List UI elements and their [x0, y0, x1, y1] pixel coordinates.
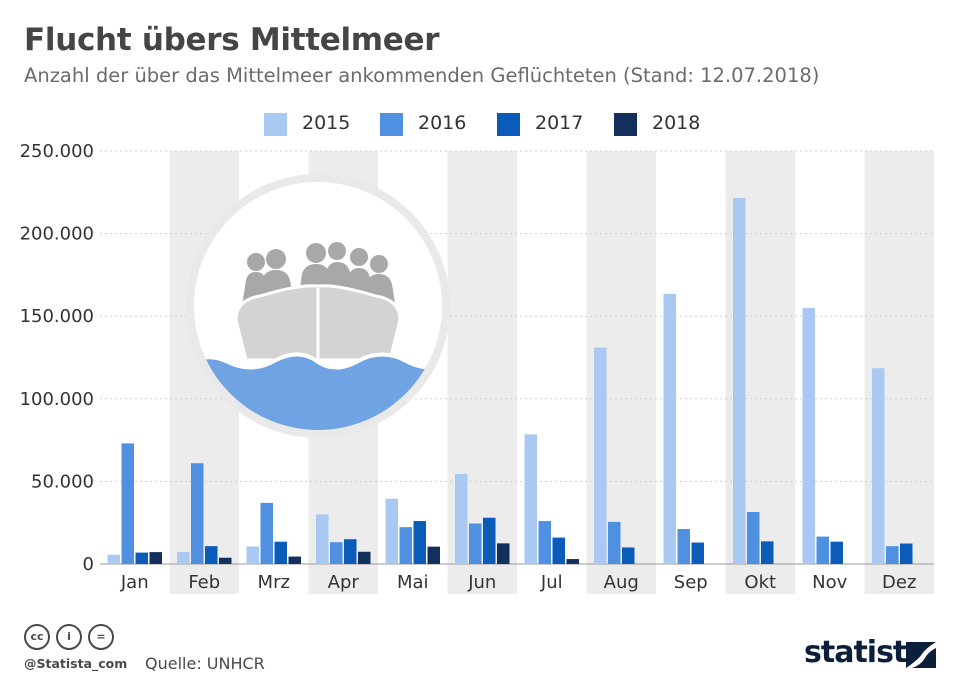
bar-2017-jan — [135, 552, 148, 564]
bar-2016-apr — [330, 542, 343, 564]
bar-2015-aug — [594, 347, 607, 564]
bar-2017-feb — [205, 546, 218, 564]
x-tick-label: Dez — [882, 572, 916, 593]
bar-2018-feb — [219, 557, 232, 564]
x-tick-label: Jun — [467, 572, 496, 593]
bar-2016-sep — [677, 528, 690, 564]
bar-2016-mrz — [260, 502, 273, 564]
x-axis-labels: Jan Feb Mrz Apr Mai Jun Jul Aug Sep Okt Nov Dez — [120, 572, 917, 593]
legend-label-2016: 2016 — [418, 112, 467, 134]
bar-2016-aug — [608, 521, 621, 564]
x-tick-label: Jul — [540, 572, 563, 593]
bar-2016-dez — [886, 546, 899, 564]
x-tick-label: Jan — [120, 572, 149, 593]
x-tick-label: Sep — [674, 572, 708, 593]
wave-icon — [194, 352, 442, 430]
y-tick-label: 250.000 — [20, 141, 94, 162]
bar-2015-jul — [524, 434, 537, 564]
y-tick-label: 100.000 — [20, 389, 94, 410]
x-tick-label: Aug — [604, 572, 639, 593]
bar-2015-okt — [733, 198, 746, 564]
bar-2015-apr — [316, 514, 329, 564]
legend: 2015 2016 2017 2018 — [0, 110, 960, 138]
bar-2016-jun — [469, 523, 482, 564]
gridlines — [100, 150, 934, 565]
bar-2016-nov — [816, 536, 829, 564]
x-tick-label: Feb — [188, 572, 220, 593]
legend-label-2015: 2015 — [302, 112, 351, 134]
nd-icon: = — [88, 624, 114, 650]
legend-swatch-2015 — [264, 113, 287, 136]
bar-2017-okt — [761, 541, 774, 564]
bar-2016-jan — [121, 443, 134, 564]
bar-2017-sep — [691, 542, 704, 564]
bar-2015-jan — [107, 554, 120, 564]
bar-2018-apr — [358, 551, 371, 564]
y-tick-label: 0 — [83, 554, 94, 575]
x-tick-label: Okt — [744, 572, 776, 593]
by-icon-glyph: i — [67, 630, 71, 643]
bar-2016-feb — [191, 463, 204, 564]
x-tick-label: Mrz — [258, 572, 290, 593]
bar-2018-mrz — [288, 556, 301, 564]
bar-2015-sep — [663, 293, 676, 564]
chart-title: Flucht übers Mittelmeer — [24, 22, 440, 58]
bar-2016-jul — [538, 521, 551, 564]
bar-2015-mai — [385, 498, 398, 564]
bar-2017-dez — [900, 543, 913, 564]
bar-2018-mai — [427, 546, 440, 564]
source-note: Quelle: UNHCR — [145, 654, 265, 673]
bar-2016-okt — [747, 511, 760, 564]
boat-icon — [234, 284, 402, 362]
legend-swatch-2017 — [497, 113, 520, 136]
legend-label-2017: 2017 — [535, 112, 584, 134]
bar-2015-feb — [177, 551, 190, 564]
y-tick-label: 150.000 — [20, 306, 94, 327]
legend-label-2018: 2018 — [652, 112, 701, 134]
legend-swatch-2018 — [614, 113, 637, 136]
bar-2017-jul — [552, 537, 565, 564]
bar-2017-jun — [483, 517, 496, 564]
bar-2015-nov — [802, 307, 815, 564]
bar-2017-mai — [413, 521, 426, 564]
bar-2018-jan — [149, 552, 162, 564]
chart-subtitle: Anzahl der über das Mittelmeer ankommend… — [24, 64, 820, 87]
bar-2017-apr — [344, 539, 357, 564]
statista-handle[interactable]: @Statista_com — [24, 656, 128, 671]
nd-icon-glyph: = — [96, 630, 106, 643]
bar-2016-mai — [399, 527, 412, 564]
bar-2018-jun — [497, 543, 510, 564]
bar-2017-nov — [830, 541, 843, 564]
cc-icon-glyph: cc — [30, 630, 44, 643]
y-axis-ticks: 0 50.000 100.000 150.000 200.000 250.000 — [20, 141, 94, 575]
license-icons: cc i = — [24, 624, 120, 650]
bar-2015-dez — [872, 368, 885, 564]
by-icon: i — [56, 624, 82, 650]
bar-2017-mrz — [274, 541, 287, 564]
bar-2015-mrz — [246, 546, 259, 564]
x-tick-label: Apr — [328, 572, 360, 593]
bars — [107, 198, 913, 564]
refugee-boat-icon — [186, 174, 450, 438]
statista-logo-mark-icon — [906, 642, 936, 668]
cc-icon: cc — [24, 624, 50, 650]
x-tick-label: Mai — [397, 572, 429, 593]
bar-2015-jun — [455, 473, 468, 564]
x-tick-label: Nov — [812, 572, 847, 593]
y-tick-label: 200.000 — [20, 224, 94, 245]
y-tick-label: 50.000 — [31, 471, 94, 492]
legend-swatch-2016 — [380, 113, 403, 136]
bar-2017-aug — [622, 547, 635, 564]
bar-2018-jul — [566, 559, 579, 564]
